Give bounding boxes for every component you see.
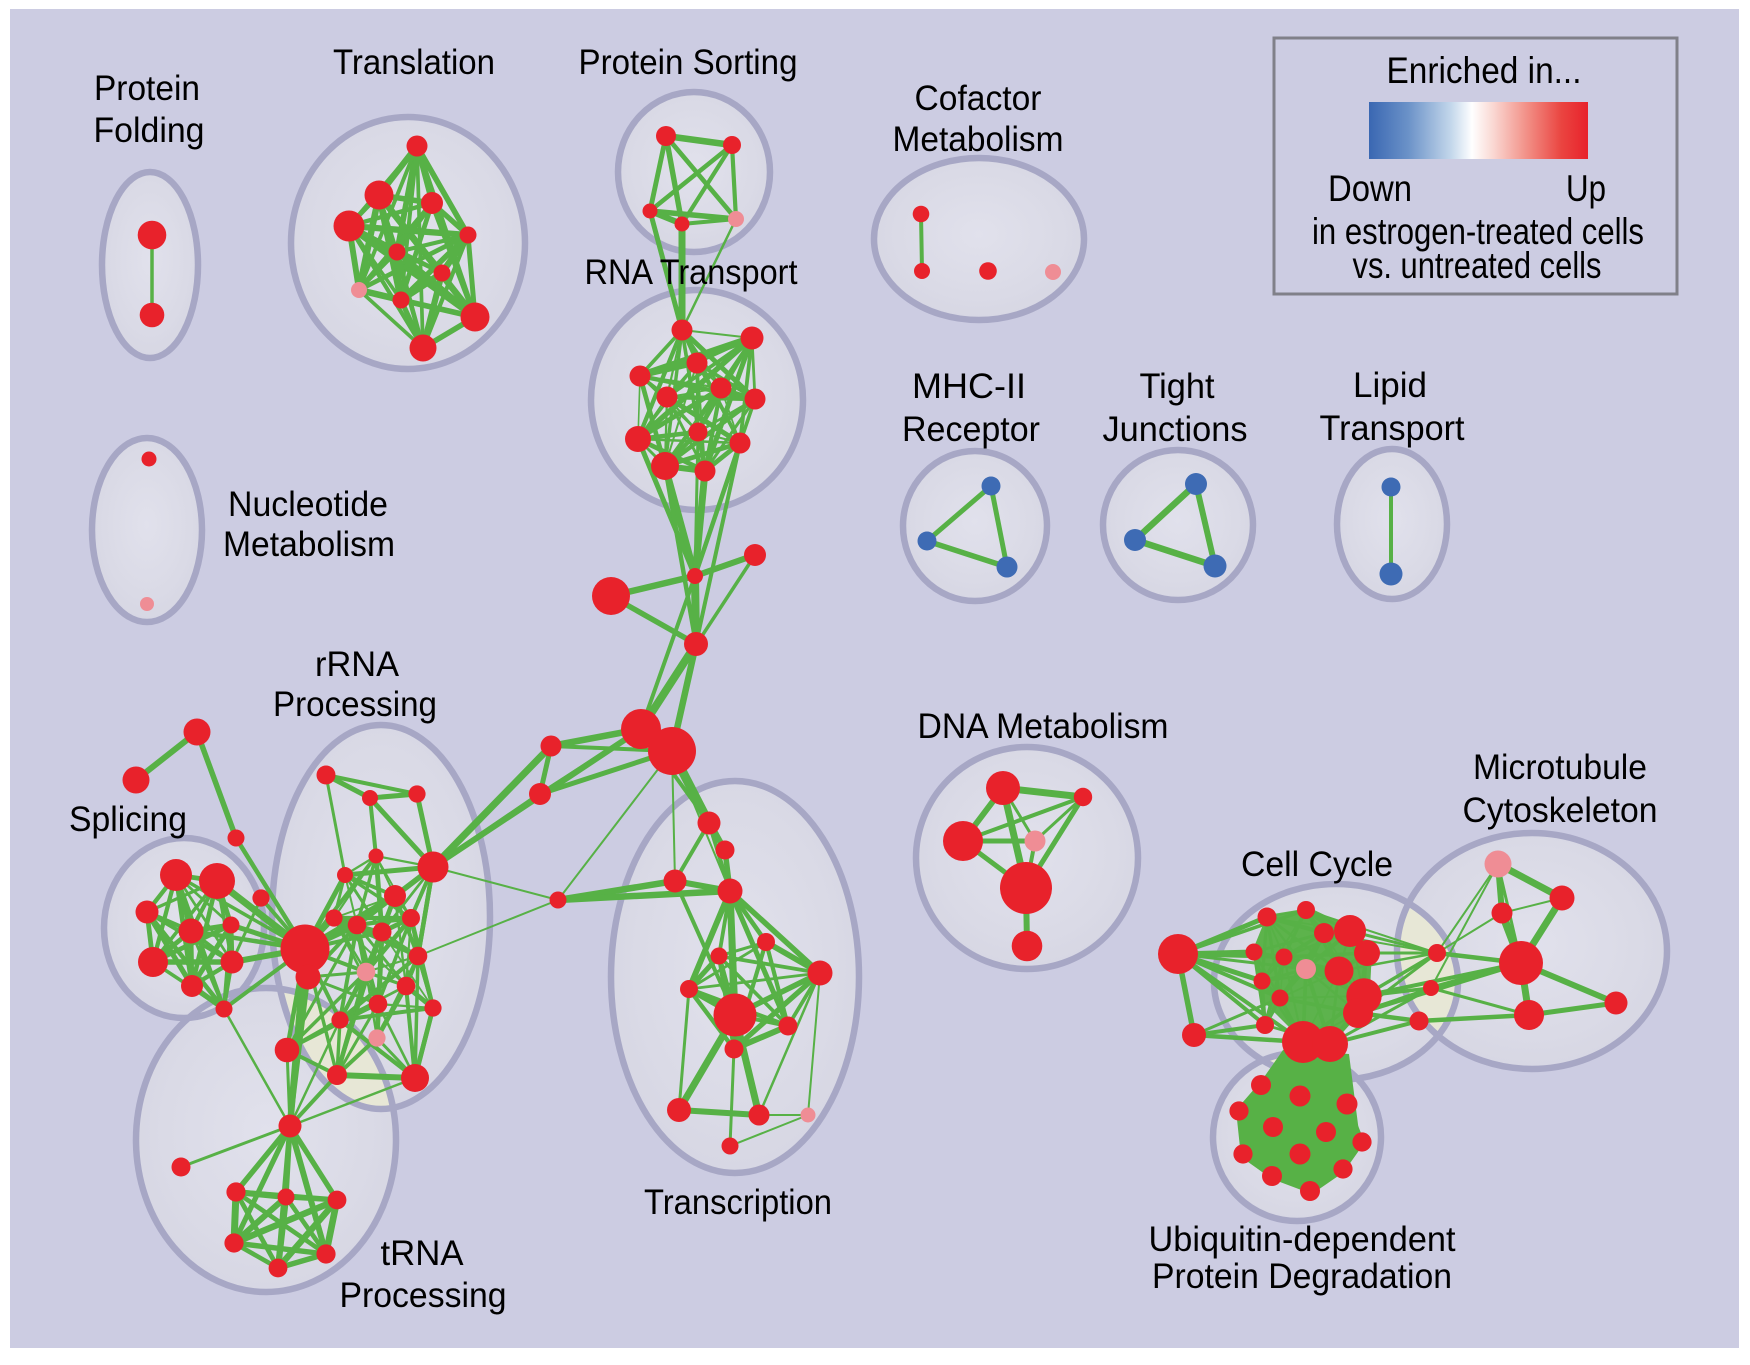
svg-text:Metabolism: Metabolism — [893, 120, 1064, 159]
svg-text:Processing: Processing — [340, 1276, 507, 1315]
svg-text:Metabolism: Metabolism — [223, 525, 395, 564]
svg-text:Processing: Processing — [273, 685, 437, 724]
svg-text:Nucleotide: Nucleotide — [228, 485, 388, 524]
svg-text:Protein Degradation: Protein Degradation — [1152, 1257, 1452, 1296]
svg-text:Protein: Protein — [94, 69, 200, 108]
svg-text:Ubiquitin-dependent: Ubiquitin-dependent — [1149, 1220, 1456, 1259]
svg-text:Cofactor: Cofactor — [915, 79, 1042, 118]
svg-text:tRNA: tRNA — [381, 1234, 465, 1273]
svg-text:Cell Cycle: Cell Cycle — [1241, 845, 1393, 884]
svg-text:Folding: Folding — [94, 111, 205, 150]
svg-text:Cytoskeleton: Cytoskeleton — [1463, 791, 1658, 830]
svg-text:Receptor: Receptor — [902, 410, 1040, 449]
svg-text:DNA Metabolism: DNA Metabolism — [918, 707, 1169, 746]
svg-text:rRNA: rRNA — [315, 645, 400, 684]
svg-text:Translation: Translation — [333, 43, 495, 82]
svg-text:Lipid: Lipid — [1353, 366, 1427, 405]
svg-text:Microtubule: Microtubule — [1473, 748, 1647, 787]
svg-text:Transport: Transport — [1320, 409, 1465, 448]
svg-text:Junctions: Junctions — [1103, 410, 1248, 449]
svg-text:Down: Down — [1328, 168, 1412, 209]
svg-text:Transcription: Transcription — [644, 1183, 832, 1222]
svg-text:Enriched in...: Enriched in... — [1387, 50, 1582, 91]
svg-text:Protein Sorting: Protein Sorting — [579, 43, 798, 82]
svg-text:RNA Transport: RNA Transport — [585, 253, 798, 292]
svg-text:Up: Up — [1566, 168, 1606, 209]
svg-text:Tight: Tight — [1140, 367, 1215, 406]
svg-text:Splicing: Splicing — [69, 800, 187, 839]
svg-text:MHC-II: MHC-II — [912, 367, 1026, 406]
svg-text:vs. untreated cells: vs. untreated cells — [1353, 245, 1602, 286]
svg-text:in estrogen-treated cells: in estrogen-treated cells — [1312, 211, 1644, 252]
